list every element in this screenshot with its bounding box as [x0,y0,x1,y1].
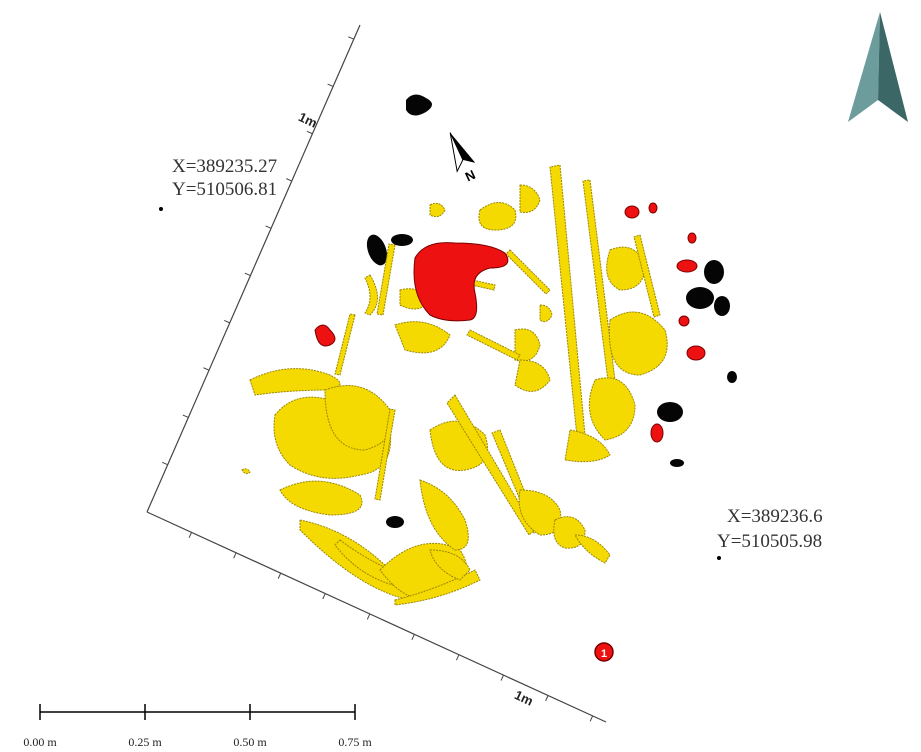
bone [506,250,550,294]
red-find [315,325,335,346]
bone [242,469,250,474]
bone [589,378,635,440]
axis-tick [183,415,188,417]
black-find [727,371,737,383]
axis-tick [245,273,250,275]
axis-tick [412,634,414,639]
bone [280,481,362,515]
black-find [670,459,684,467]
red-find [649,203,657,213]
red-find [625,206,639,218]
bone [540,305,552,322]
red-find [677,260,697,272]
site-plan: 1m 1m X=389235.27 Y=510506.81 X=389236.6… [0,0,921,752]
scale-label: 0.50 m [233,735,267,749]
bottom-axis [147,512,606,722]
axis-tick [307,131,312,133]
marker-label: 1 [601,648,607,660]
red-find [687,346,705,360]
axis-tick [189,532,191,537]
black-find [704,260,724,284]
bone [420,480,468,550]
coordinate-label: Y=510505.98 [717,531,822,552]
bone [479,203,516,231]
scale-bar: 0.00 m 0.25 m 0.50 m 0.75 m [23,704,372,749]
coordinate-point [159,207,163,211]
bone [609,312,667,375]
red-find [688,233,696,243]
bone [520,185,540,213]
black-find [406,94,432,115]
arrow-half [848,12,880,122]
axis-label: 1m [296,109,319,131]
axis-tick [266,226,271,228]
bone [395,322,450,353]
black-find [386,516,404,528]
scale-label: 0.25 m [128,735,162,749]
bones [242,165,667,605]
coordinate-label: X=389235.27 [172,156,277,177]
axis-tick [501,675,503,680]
bone [550,165,585,437]
bone [515,360,550,391]
bone [430,203,445,216]
scale-label: 0.00 m [23,735,57,749]
red-find [679,316,689,326]
small-north-arrow: N [441,128,482,186]
axis-tick [286,179,291,181]
coordinate-label: Y=510506.81 [172,179,277,200]
bone [335,314,355,375]
axis-tick [278,573,280,578]
black-find [714,296,730,316]
axis-tick [456,655,458,660]
bone [575,535,610,563]
axis-tick [367,614,369,619]
scale-label: 0.75 m [338,735,372,749]
red-find [414,243,508,321]
axis-tick [323,594,325,599]
north-letter: N [463,167,478,185]
axis-label: 1m [512,687,535,709]
axis-tick [328,84,333,86]
bone [467,330,520,360]
axis-tick [224,320,229,322]
arrow-half [878,12,908,122]
black-find [391,234,413,246]
axis-tick [546,695,548,700]
north-arrow [848,12,908,122]
coordinate-point [717,556,721,560]
black-find [686,287,714,309]
bone [365,275,378,315]
axis-tick [590,716,592,721]
axis-tick [162,462,167,464]
page: {"coordinates": {"top_left": {"x": "X=38… [0,0,921,752]
axis-tick [204,368,209,370]
axis-tick [348,37,353,39]
axis-tick [234,553,236,558]
black-find [657,402,683,422]
red-find [651,424,663,442]
coordinate-label: X=389236.6 [727,506,823,527]
